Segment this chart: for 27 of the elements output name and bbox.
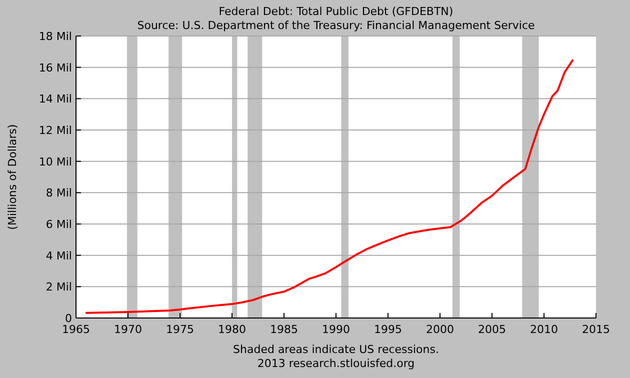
x-tick-label: 1985 (270, 323, 298, 336)
x-tick-label: 1995 (374, 323, 402, 336)
x-tick-label: 2000 (426, 323, 454, 336)
x-tick-label: 1975 (166, 323, 194, 336)
text: 2013 research.stlouisfed.org (257, 357, 415, 370)
y-axis-title: (Millions of Dollars) (6, 124, 19, 230)
x-tick-label: 1965 (62, 323, 90, 336)
y-tick-label: 18 Mil (38, 30, 72, 43)
y-tick-label: 16 Mil (38, 61, 72, 74)
x-tick-label: 1980 (218, 323, 246, 336)
y-tick-label: 6 Mil (46, 218, 72, 231)
chart-subtitle: Source: U.S. Department of the Treasury: Financial Management Service (137, 19, 535, 32)
y-tick-label: 0 (65, 312, 72, 325)
y-tick-label: 2 Mil (46, 280, 72, 294)
y-tick-label: 14 Mil (38, 92, 72, 106)
chart-title: Federal Debt: Total Public Debt (GFDEBTN) (218, 5, 454, 18)
y-tick-label: 8 Mil (46, 186, 72, 200)
x-tick-label: 2010 (530, 323, 558, 336)
y-tick-label: 10 Mil (38, 155, 72, 168)
y-tick-label: 12 Mil (38, 124, 72, 137)
y-tick-label: 4 Mil (46, 249, 72, 262)
x-tick-label: 1970 (114, 323, 142, 336)
x-tick-label: 2015 (582, 323, 610, 336)
line-series (85, 59, 574, 314)
x-tick-label: 2005 (478, 323, 506, 336)
x-tick-label: 1990 (322, 323, 350, 336)
text: Shaded areas indicate US recessions. (233, 343, 439, 356)
